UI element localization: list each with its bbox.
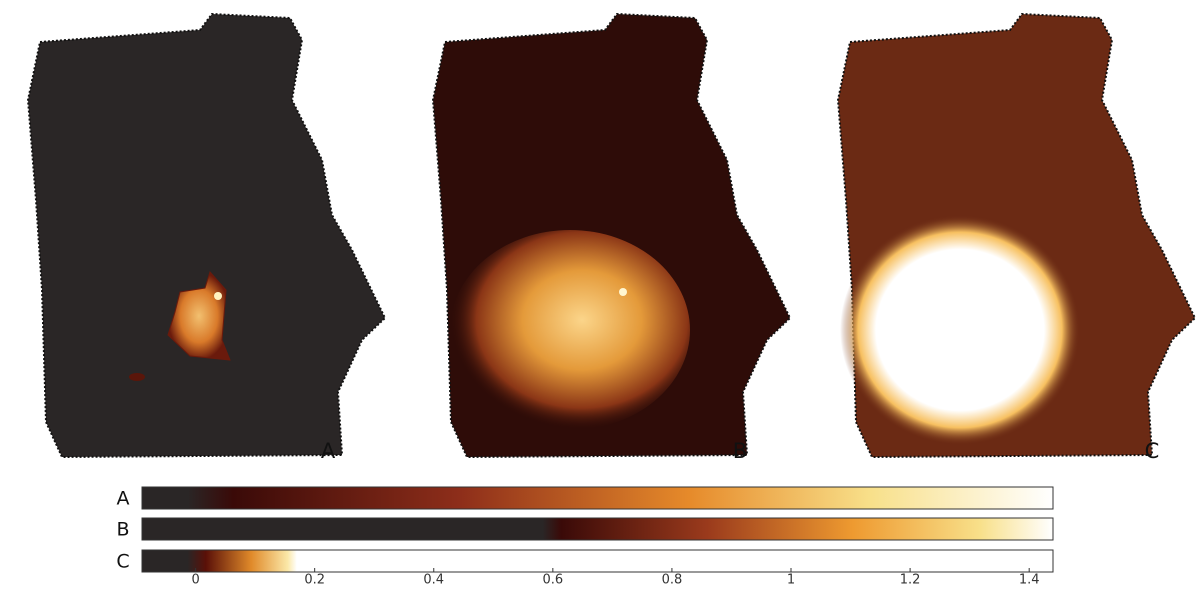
colorbar-label: B: [116, 519, 129, 541]
colorbars: ABC 0 0.2 0.4 0.6 0.8 1 1.2 1.4: [116, 486, 1054, 588]
panel-label: C: [1145, 439, 1160, 463]
panel-b: [432, 13, 791, 458]
panel-c: [837, 13, 1196, 458]
panel-label: B: [733, 439, 747, 463]
tick-label: 1: [787, 573, 795, 588]
tick-label: 0.8: [662, 573, 683, 588]
tick-label: 1.2: [900, 573, 921, 588]
colorbar: [141, 517, 1054, 541]
colorbar-label: A: [117, 488, 130, 510]
colorbar-label: C: [116, 551, 129, 573]
colorbar: [141, 549, 1054, 573]
tick-label: 0.6: [542, 573, 563, 588]
tick-label: 0.2: [304, 573, 325, 588]
panel-label: A: [321, 439, 336, 463]
tick-label: 0.4: [423, 573, 444, 588]
colorbar: [141, 486, 1054, 510]
tick-label: 0: [191, 573, 199, 588]
tick-label: 1.4: [1019, 573, 1040, 588]
panel-a: [27, 13, 386, 458]
